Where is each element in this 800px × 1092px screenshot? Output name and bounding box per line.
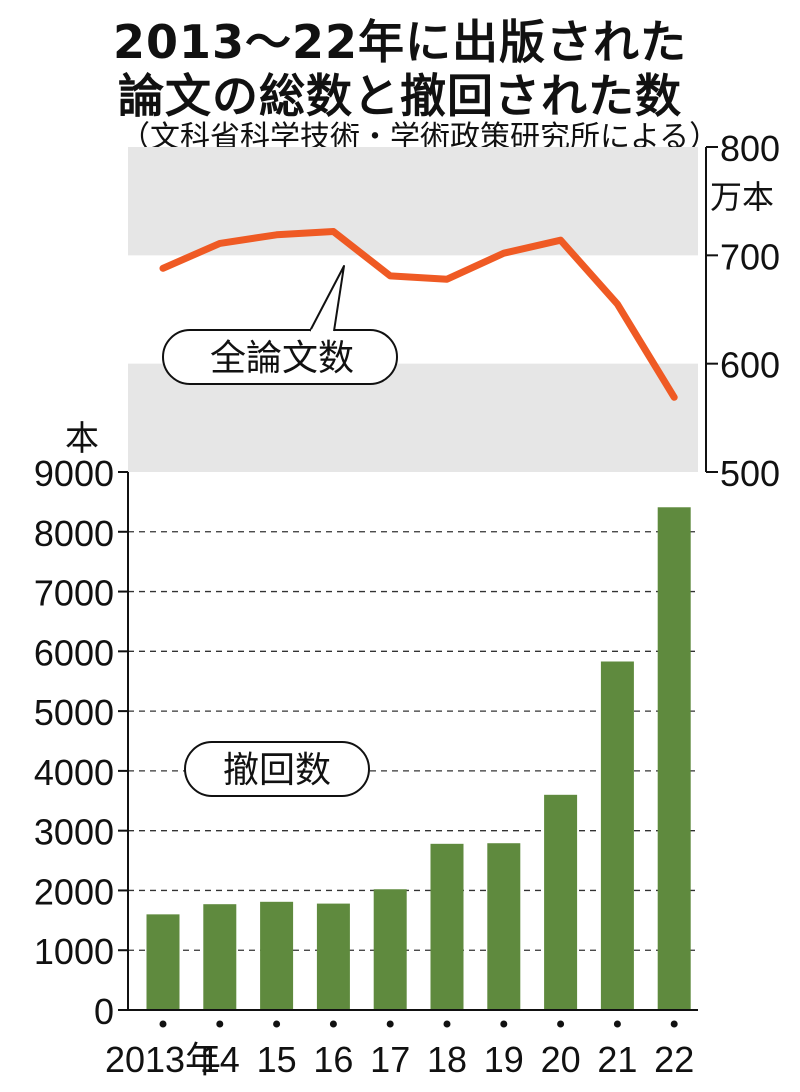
x-label-16: 16 <box>313 1039 353 1080</box>
line-callout-box <box>162 329 398 385</box>
bar-21 <box>600 661 634 1010</box>
right-tick-label-700: 700 <box>720 236 780 277</box>
line-series <box>159 228 678 401</box>
right-tick-label-600: 600 <box>720 345 780 386</box>
x-tick-dot-22 <box>670 1020 678 1028</box>
x-label-19: 19 <box>484 1039 524 1080</box>
line-total-papers <box>159 228 678 401</box>
x-tick-dot-14 <box>216 1020 224 1028</box>
line-callout-pointer <box>309 265 345 332</box>
x-tick-dot-2013年 <box>159 1020 167 1028</box>
left-tick-label-5000: 5000 <box>34 692 114 733</box>
bar-2013年 <box>146 914 180 1010</box>
left-tick-label-1000: 1000 <box>34 931 114 972</box>
background-bands <box>128 147 698 472</box>
axes <box>118 146 718 1028</box>
left-tick-label-6000: 6000 <box>34 632 114 673</box>
left-tick-label-9000: 9000 <box>34 453 114 494</box>
x-label-14: 14 <box>200 1039 240 1080</box>
x-tick-dot-20 <box>557 1020 565 1028</box>
right-axis-unit: 万本 <box>710 178 774 216</box>
bar-16 <box>316 903 350 1010</box>
left-tick-label-7000: 7000 <box>34 573 114 614</box>
left-tick-label-4000: 4000 <box>34 752 114 793</box>
x-label-2013年: 2013年 <box>105 1039 221 1080</box>
left-tick-label-3000: 3000 <box>34 812 114 853</box>
right-tick-label-800: 800 <box>720 128 780 169</box>
x-tick-dot-21 <box>613 1020 621 1028</box>
x-tick-dot-15 <box>273 1020 281 1028</box>
chart-title-line1: 2013～22年に出版された <box>112 15 688 69</box>
x-label-18: 18 <box>427 1039 467 1080</box>
chart-title-line2: 論文の総数と撤回された数 <box>118 69 682 123</box>
bar-19 <box>487 843 521 1010</box>
x-label-21: 21 <box>597 1039 637 1080</box>
labels: 0100020003000400050006000700080009000201… <box>34 128 780 1080</box>
bar-18 <box>430 843 464 1010</box>
left-axis-unit: 本 <box>65 419 99 459</box>
bar-callout-box <box>184 741 370 797</box>
left-tick-label-2000: 2000 <box>34 871 114 912</box>
bar-22 <box>657 507 691 1010</box>
right-tick-label-500: 500 <box>720 453 780 494</box>
x-tick-dot-17 <box>386 1020 394 1028</box>
x-label-22: 22 <box>654 1039 694 1080</box>
x-label-15: 15 <box>257 1039 297 1080</box>
x-tick-dot-16 <box>329 1020 337 1028</box>
bar-series <box>146 507 691 1010</box>
x-tick-dot-19 <box>500 1020 508 1028</box>
bar-17 <box>373 889 407 1010</box>
band-700-800 <box>128 147 698 256</box>
bar-15 <box>260 901 294 1010</box>
bar-14 <box>203 904 237 1010</box>
bar-20 <box>544 794 578 1010</box>
left-tick-label-0: 0 <box>94 991 114 1032</box>
bar-series-label: 撤回数 <box>223 750 331 791</box>
x-label-20: 20 <box>541 1039 581 1080</box>
left-tick-label-8000: 8000 <box>34 513 114 554</box>
x-label-17: 17 <box>370 1039 410 1080</box>
line-series-label: 全論文数 <box>210 338 354 379</box>
x-tick-dot-18 <box>443 1020 451 1028</box>
